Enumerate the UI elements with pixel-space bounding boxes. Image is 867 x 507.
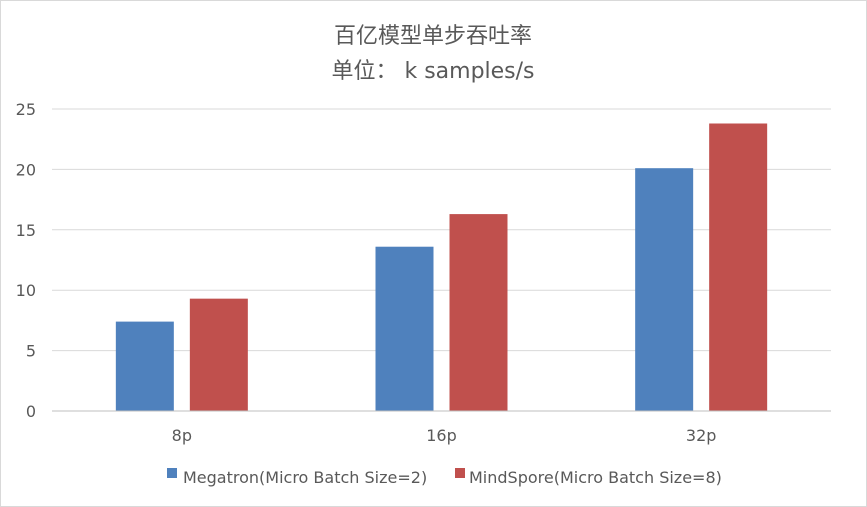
legend-swatch-mindspore — [455, 468, 465, 478]
chart-title: 百亿模型单步吞吐率 — [334, 24, 532, 49]
y-tick-label: 25 — [16, 100, 36, 119]
y-axis-ticks: 0 5 10 15 20 25 — [16, 100, 36, 421]
legend-label-mindspore: MindSpore(Micro Batch Size=8) — [469, 468, 722, 487]
y-tick-label: 20 — [16, 160, 36, 179]
y-gridlines — [52, 108, 831, 352]
bar-8p-megatron — [115, 321, 174, 411]
bar-16p-mindspore — [449, 214, 508, 411]
bar-32p-megatron — [635, 168, 694, 411]
bar-8p-mindspore — [189, 298, 248, 411]
x-tick-label: 16p — [426, 426, 457, 445]
y-tick-label: 5 — [26, 342, 36, 361]
y-tick-label: 10 — [16, 281, 36, 300]
legend-swatch-megatron — [167, 468, 177, 478]
chart-legend: Megatron(Micro Batch Size=2) MindSpore(M… — [167, 468, 722, 487]
bar-16p-megatron — [375, 246, 434, 411]
x-tick-label: 32p — [686, 426, 717, 445]
x-tick-label: 8p — [172, 426, 192, 445]
y-tick-label: 0 — [26, 402, 36, 421]
chart-subtitle: 单位： k samples/s — [331, 59, 534, 84]
bar-series — [115, 123, 768, 411]
y-tick-label: 15 — [16, 221, 36, 240]
chart-titles: 百亿模型单步吞吐率 单位： k samples/s — [331, 24, 534, 84]
bar-32p-mindspore — [709, 123, 768, 411]
x-axis-ticks: 8p 16p 32p — [172, 426, 717, 445]
legend-label-megatron: Megatron(Micro Batch Size=2) — [183, 468, 427, 487]
